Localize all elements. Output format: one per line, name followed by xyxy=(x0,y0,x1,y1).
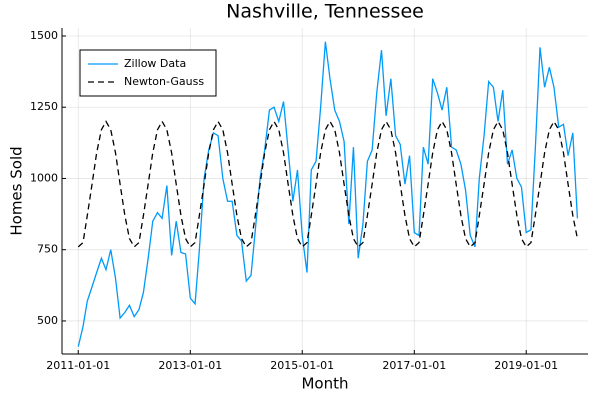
legend-label: Zillow Data xyxy=(124,57,186,70)
y-tick-label: 1500 xyxy=(30,29,58,42)
chart-title: Nashville, Tennessee xyxy=(226,1,424,23)
data-line xyxy=(77,120,579,248)
data-line xyxy=(77,41,579,347)
y-tick-label: 1000 xyxy=(30,171,58,184)
y-tick-label: 750 xyxy=(37,243,58,256)
legend-label: Newton-Gauss xyxy=(124,75,204,88)
x-axis-label: Month xyxy=(301,375,348,393)
x-tick-label: 2011-01-01 xyxy=(46,359,110,372)
y-tick-label: 500 xyxy=(37,314,58,327)
x-tick-label: 2015-01-01 xyxy=(270,359,334,372)
x-tick-label: 2019-01-01 xyxy=(494,359,558,372)
y-axis-label: Homes Sold xyxy=(8,146,26,235)
x-tick-label: 2017-01-01 xyxy=(382,359,446,372)
legend-box xyxy=(79,49,217,97)
x-tick-label: 2013-01-01 xyxy=(158,359,222,372)
legend: Zillow Data Newton-Gauss xyxy=(79,49,217,97)
y-tick-label: 1250 xyxy=(30,100,58,113)
